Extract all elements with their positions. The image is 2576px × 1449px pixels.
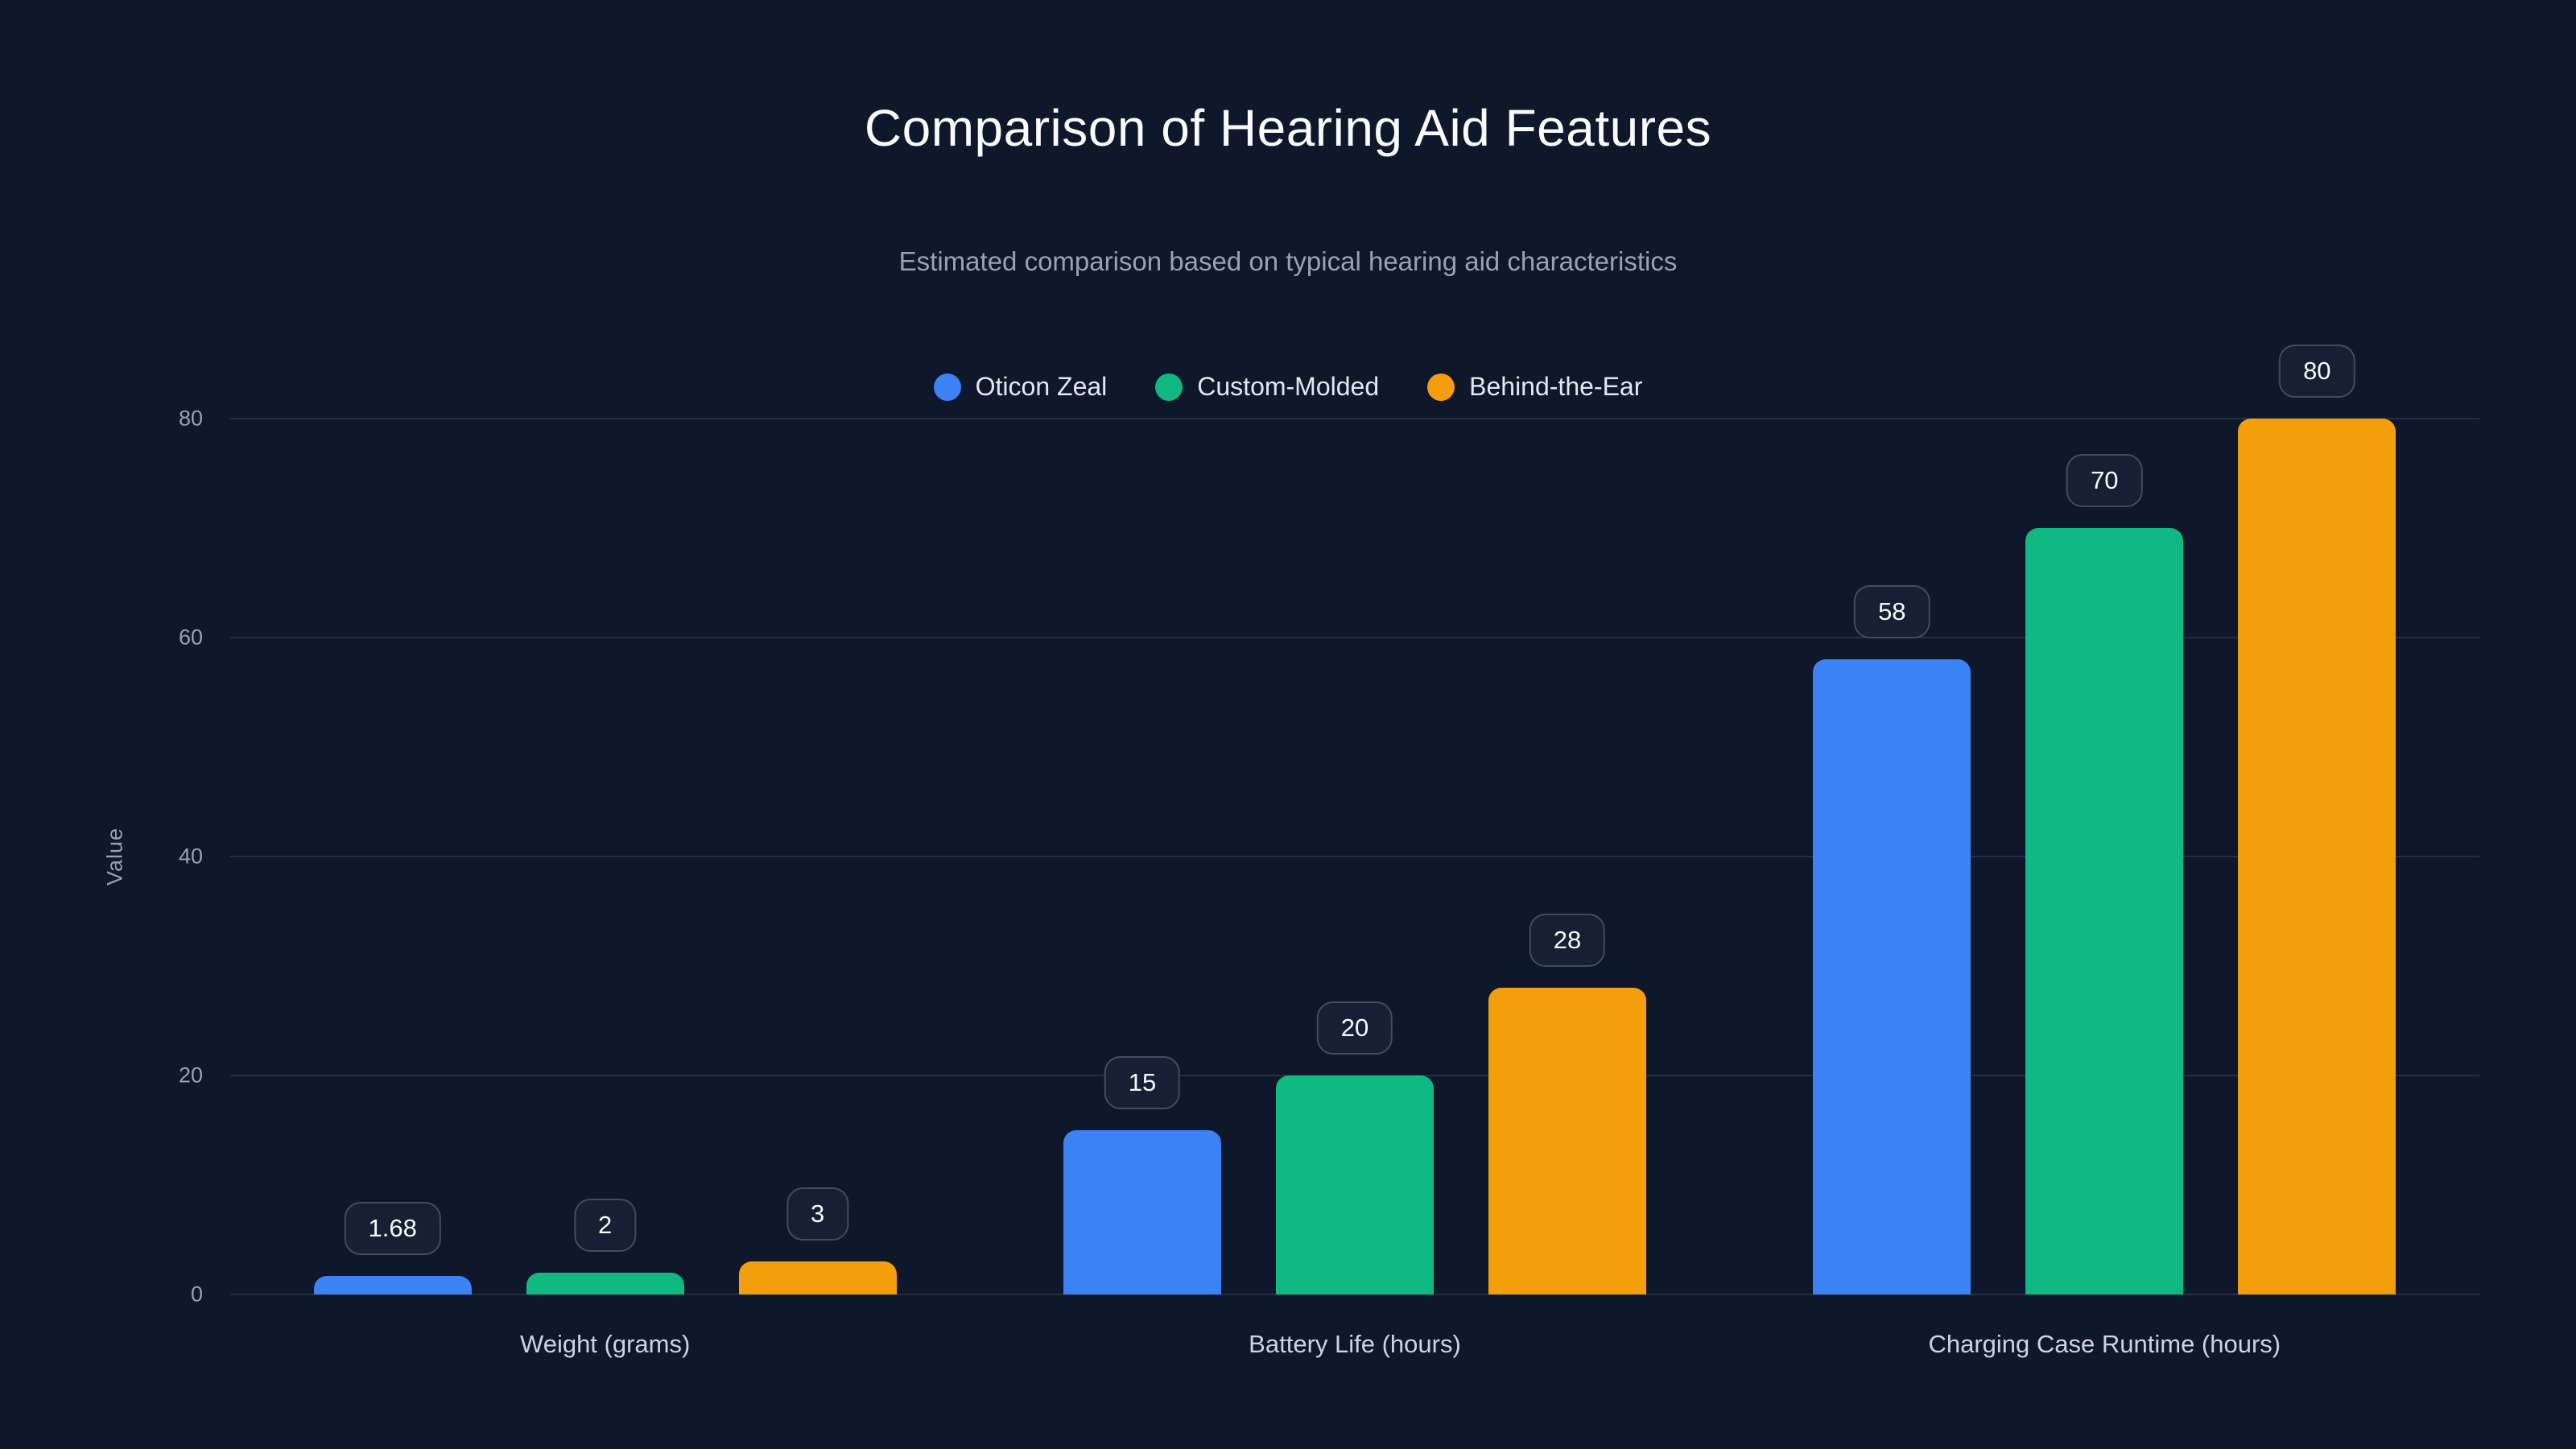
bar-oticon-zeal-charging-case-runtime-hours <box>1813 659 1971 1294</box>
gridline <box>230 637 2479 638</box>
bar-oticon-zeal-weight-grams <box>313 1276 472 1294</box>
bar-groups: 1.68 2 3 Weight (grams) 15 20 28 Battery Life (… <box>230 344 2479 1358</box>
chart-subtitle: Estimated comparison based on typical he… <box>898 246 1678 276</box>
bar-slot: 3 <box>738 419 897 1294</box>
y-axis-tick: 20 <box>178 1063 203 1088</box>
category-label: Battery Life (hours) <box>1249 1330 1461 1358</box>
value-label: 3 <box>786 1187 849 1241</box>
plot-area: 1.68 2 3 Weight (grams) 15 20 28 Battery Life (… <box>230 344 2479 1358</box>
bar-custom-molded-charging-case-runtime-hours <box>2025 528 2184 1294</box>
value-label: 80 <box>2279 344 2355 398</box>
bar-custom-molded-weight-grams <box>526 1272 684 1294</box>
legend-item-oticon-zeal[interactable]: Oticon Zeal <box>933 372 1108 402</box>
chart-title: Comparison of Hearing Aid Features <box>864 99 1712 157</box>
legend-item-label: Behind-the-Ear <box>1469 372 1643 401</box>
bar-slot: 20 <box>1275 419 1434 1294</box>
gridline <box>230 856 2479 857</box>
bar-custom-molded-battery-life-hours <box>1275 1075 1434 1294</box>
y-axis-tick: 60 <box>178 625 203 650</box>
bar-behind-the-ear-weight-grams <box>738 1261 897 1294</box>
y-axis: 0 20 40 60 80 <box>0 407 203 1307</box>
value-label: 2 <box>574 1198 637 1252</box>
bar-slot: 2 <box>526 419 684 1294</box>
value-label: 28 <box>1529 914 1606 968</box>
bar-slot: 80 <box>2238 344 2396 1294</box>
legend-item-behind-the-ear[interactable]: Behind-the-Ear <box>1427 372 1642 402</box>
legend-marker-icon <box>1155 373 1183 401</box>
y-axis-tick: 80 <box>178 406 203 431</box>
bar-slot: 1.68 <box>313 419 472 1294</box>
gridline <box>230 1294 2479 1295</box>
bar-behind-the-ear-battery-life-hours <box>1488 988 1646 1294</box>
bar-group-charging-case-runtime-hours: 58 70 80 Charging Case Runtime (hours) <box>1813 344 2396 1358</box>
category-label: Weight (grams) <box>520 1330 691 1358</box>
bar-oticon-zeal-battery-life-hours <box>1063 1130 1221 1294</box>
bar-behind-the-ear-charging-case-runtime-hours <box>2238 419 2396 1294</box>
bar-slot: 58 <box>1813 419 1971 1294</box>
legend: Oticon Zeal Custom-Molded Behind-the-Ear <box>0 372 2576 402</box>
y-axis-tick: 40 <box>178 844 203 869</box>
legend-marker-icon <box>1427 373 1455 401</box>
legend-item-label: Custom-Molded <box>1197 372 1380 401</box>
legend-item-label: Oticon Zeal <box>975 372 1108 401</box>
bar-slot: 28 <box>1488 419 1646 1294</box>
y-axis-tick: 0 <box>190 1282 203 1307</box>
gridline <box>230 418 2479 419</box>
value-label: 70 <box>2066 453 2143 507</box>
category-label: Charging Case Runtime (hours) <box>1928 1330 2281 1358</box>
legend-item-custom-molded[interactable]: Custom-Molded <box>1155 372 1379 402</box>
bar-group-battery-life-hours: 15 20 28 Battery Life (hours) <box>1063 419 1646 1358</box>
value-label: 15 <box>1104 1055 1181 1109</box>
value-label: 1.68 <box>344 1202 441 1256</box>
legend-marker-icon <box>933 373 961 401</box>
value-label: 20 <box>1316 1001 1393 1055</box>
value-label: 58 <box>1854 585 1930 639</box>
bar-slot: 70 <box>2025 419 2184 1294</box>
bar-slot: 15 <box>1063 419 1221 1294</box>
bar-group-weight-grams: 1.68 2 3 Weight (grams) <box>313 419 897 1358</box>
